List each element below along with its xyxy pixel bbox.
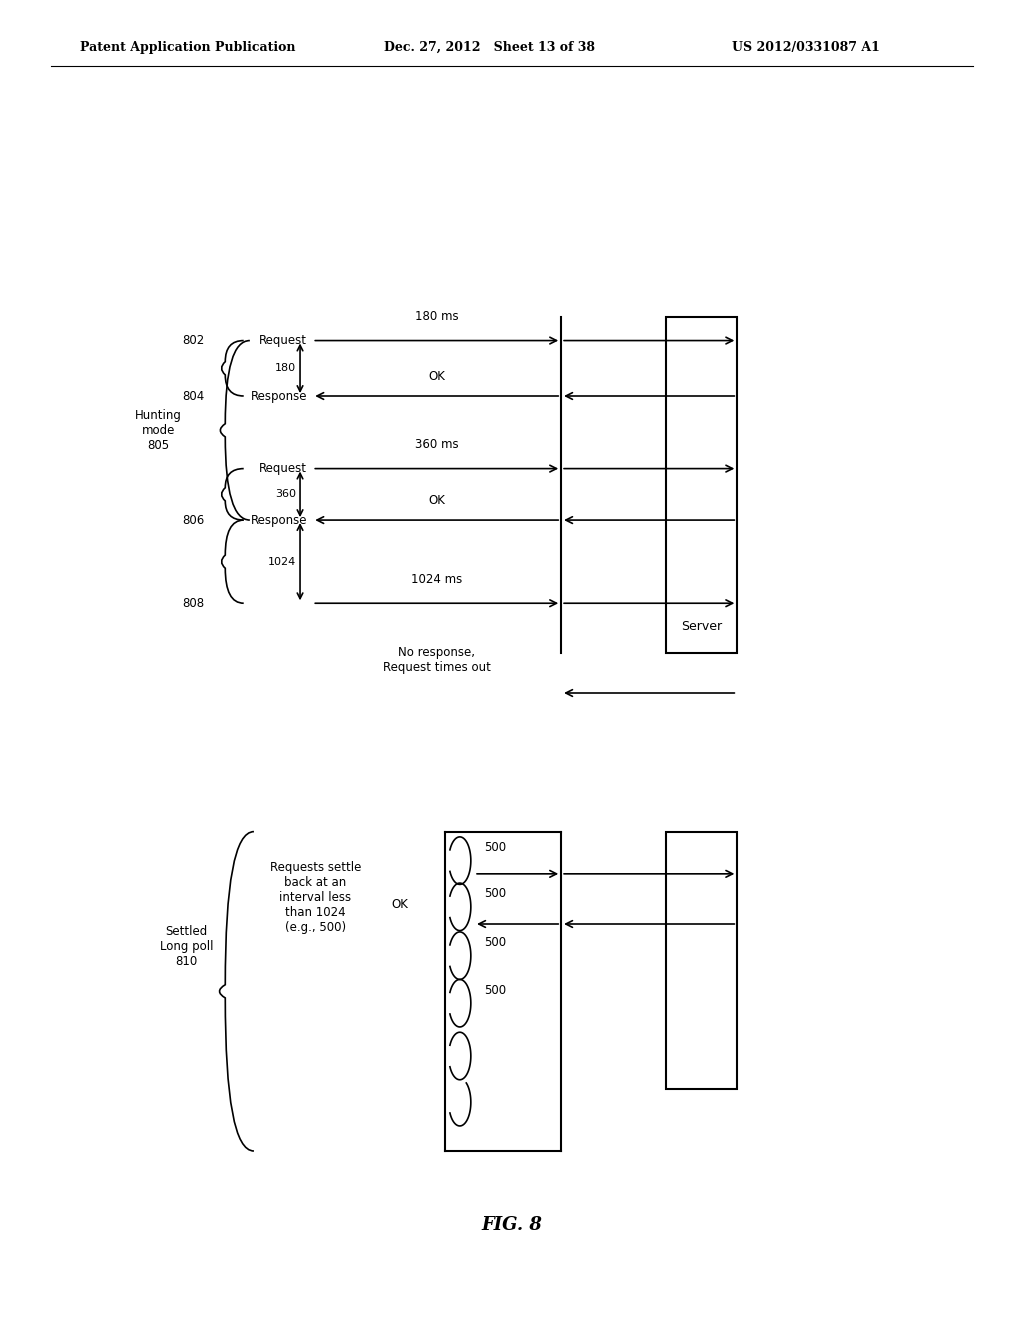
Text: OK: OK (391, 898, 408, 911)
Text: Dec. 27, 2012   Sheet 13 of 38: Dec. 27, 2012 Sheet 13 of 38 (384, 41, 595, 54)
Bar (666, 832, 737, 1089)
Text: 500: 500 (484, 983, 507, 997)
Text: 808: 808 (182, 597, 205, 610)
Text: No response,
Request times out: No response, Request times out (383, 645, 490, 675)
Text: OK: OK (428, 494, 445, 507)
Text: 180 ms: 180 ms (415, 310, 459, 323)
Text: Hunting
mode
805: Hunting mode 805 (135, 409, 182, 451)
Text: 1024: 1024 (267, 557, 296, 566)
Text: 500: 500 (484, 887, 507, 900)
Text: 806: 806 (182, 513, 205, 527)
Text: 360: 360 (274, 490, 296, 499)
Text: 360 ms: 360 ms (415, 438, 459, 451)
Text: Request: Request (259, 334, 307, 347)
Text: 804: 804 (182, 389, 205, 403)
Text: Response: Response (251, 513, 307, 527)
Text: Requests settle
back at an
interval less
than 1024
(e.g., 500): Requests settle back at an interval less… (269, 861, 361, 935)
Text: Request: Request (259, 462, 307, 475)
Bar (666, 317, 737, 653)
Text: OK: OK (428, 370, 445, 383)
Text: US 2012/0331087 A1: US 2012/0331087 A1 (732, 41, 880, 54)
Text: Server: Server (681, 620, 722, 634)
Text: 1024 ms: 1024 ms (411, 573, 463, 586)
Text: 500: 500 (484, 936, 507, 949)
Text: FIG. 8: FIG. 8 (481, 1216, 543, 1234)
Text: 500: 500 (484, 841, 507, 854)
Text: 180: 180 (274, 363, 296, 374)
Text: Settled
Long poll
810: Settled Long poll 810 (160, 925, 213, 968)
Text: Response: Response (251, 389, 307, 403)
Text: 802: 802 (182, 334, 205, 347)
Text: Patent Application Publication: Patent Application Publication (80, 41, 295, 54)
